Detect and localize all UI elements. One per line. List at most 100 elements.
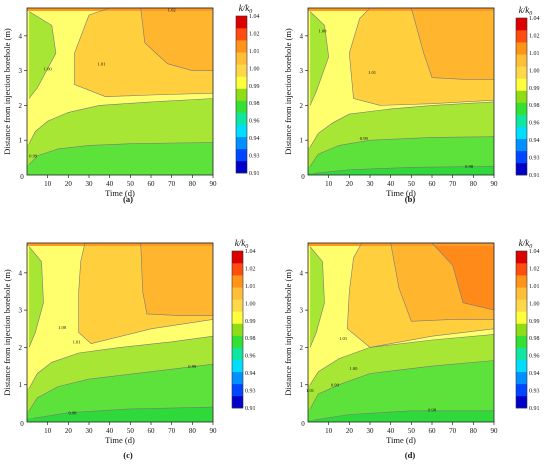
colorbar-tick-label: 0.93	[249, 154, 260, 160]
colorbar-tick-label: 0.96	[245, 354, 256, 360]
panel-label: (a)	[123, 194, 133, 204]
x-tick-label: 40	[106, 180, 114, 188]
colorbar-tick-label: 1.01	[249, 49, 260, 55]
colorbar-tick-label: 0.94	[529, 371, 540, 377]
origin-tick-label: 0	[20, 420, 24, 428]
colorbar-title: k/k0	[519, 238, 533, 250]
colorbar-segment	[232, 299, 243, 312]
x-tick-label: 80	[189, 427, 197, 435]
x-tick-label: 30	[86, 180, 94, 188]
colorbar-segment	[232, 383, 243, 397]
contour-line-c101	[78, 242, 214, 345]
contour-fills	[308, 243, 494, 422]
colorbar-segment	[236, 88, 247, 101]
x-tick-label: 80	[470, 427, 478, 435]
colorbar-segment	[232, 395, 243, 409]
x-tick-label: 40	[387, 427, 395, 435]
contour-line-wedge	[28, 246, 44, 348]
contour-line-wedge	[28, 11, 57, 99]
x-tick-label: 80	[470, 180, 478, 188]
panel-label: (d)	[405, 450, 416, 460]
colorbar-tick-label: 1.04	[529, 249, 540, 255]
contour-line-c099	[28, 142, 214, 165]
top-edge-band	[27, 8, 213, 11]
colorbar-segment	[236, 40, 247, 53]
panel-label: (b)	[405, 194, 416, 204]
plot-frame	[26, 7, 214, 176]
y-tick-label: 3	[19, 67, 23, 75]
colorbar-tick-label: 0.93	[529, 389, 540, 395]
colorbar-segment	[516, 371, 527, 385]
y-tick-label: 3	[300, 67, 304, 75]
colorbar-segment	[236, 160, 247, 174]
x-tick-label: 20	[346, 180, 354, 188]
contour-line-c098	[314, 166, 495, 174]
colorbar-segment	[236, 148, 247, 162]
colorbar-tick-label: 1.00	[529, 68, 540, 74]
plot-frame	[26, 242, 214, 423]
colorbar-tick-label: 1.02	[529, 266, 540, 272]
y-tick-label: 4	[19, 269, 23, 277]
colorbar-tick-label: 0.98	[249, 101, 260, 107]
colorbar-tick-label: 0.93	[529, 156, 540, 162]
colorbar: 1.04 1.02 1.01 1.00 0.99 0.98 0.96 0.94 0.93 0.91…	[515, 5, 540, 179]
contour-label: 1.00	[318, 28, 327, 33]
colorbar-segment	[516, 311, 527, 324]
x-tick-label: 80	[189, 180, 197, 188]
x-tick-label: 60	[429, 427, 437, 435]
colorbar-tick-label: 1.02	[529, 33, 540, 39]
colorbar-tick-label: 1.01	[529, 51, 540, 57]
colorbar-segment	[236, 124, 247, 138]
colorbar-segment	[232, 371, 243, 385]
colorbar-segment	[232, 311, 243, 324]
y-tick-label: 2	[19, 344, 23, 352]
colorbar-segment	[516, 150, 527, 164]
y-tick-label: 2	[19, 102, 23, 110]
contour-line-c098	[314, 410, 494, 421]
colorbar-tick-label: 0.93	[245, 389, 256, 395]
colorbar-tick-label: 1.00	[529, 301, 540, 307]
colorbar-segment	[232, 251, 243, 264]
contour-line-c100	[28, 335, 214, 389]
x-tick-label: 10	[325, 180, 333, 188]
colorbar-frame	[235, 15, 248, 174]
contour-line-wedge	[309, 11, 330, 106]
contour-line-c101	[74, 7, 214, 98]
colorbar-tick-label: 1.02	[245, 266, 256, 272]
top-edge-band	[308, 243, 494, 246]
contour-line-c100	[309, 101, 495, 148]
x-axis-label: Time (d)	[386, 435, 416, 445]
contour-fills	[27, 243, 213, 422]
colorbar-tick-label: 0.99	[529, 86, 540, 92]
x-tick-label: 20	[346, 427, 354, 435]
colorbar-tick-label: 0.96	[529, 354, 540, 360]
contour-label: 1.00	[58, 325, 67, 330]
x-tick-label: 50	[127, 180, 135, 188]
x-tick-label: 30	[367, 427, 375, 435]
colorbar-segment	[236, 64, 247, 77]
colorbar-segment	[516, 347, 527, 360]
x-tick-label: 20	[65, 427, 73, 435]
x-tick-label: 20	[65, 180, 73, 188]
colorbar-tick-label: 1.01	[245, 284, 256, 290]
colorbar-tick-label: 0.96	[249, 119, 260, 125]
x-axis-label: Time (d)	[105, 435, 135, 445]
colorbar-segment	[516, 78, 527, 91]
colorbar-tick-label: 0.94	[245, 371, 256, 377]
y-tick-label: 3	[300, 307, 304, 315]
colorbar-segment	[516, 126, 527, 140]
y-tick-label: 1	[19, 137, 23, 145]
y-tick-label: 2	[300, 344, 304, 352]
x-tick-label: 30	[86, 427, 94, 435]
colorbar-segment	[516, 138, 527, 152]
colorbar-tick-label: 1.01	[529, 284, 540, 290]
x-tick-label: 90	[210, 427, 218, 435]
colorbar-segment	[516, 54, 527, 67]
contour-line-c100	[28, 98, 214, 144]
colorbar-segment	[236, 28, 247, 41]
colorbar-segment	[232, 335, 243, 348]
contour-label: 0.99	[188, 364, 197, 369]
colorbar-tick-label: 0.98	[529, 336, 540, 342]
x-tick-label: 70	[168, 427, 176, 435]
colorbar-segment	[516, 114, 527, 127]
